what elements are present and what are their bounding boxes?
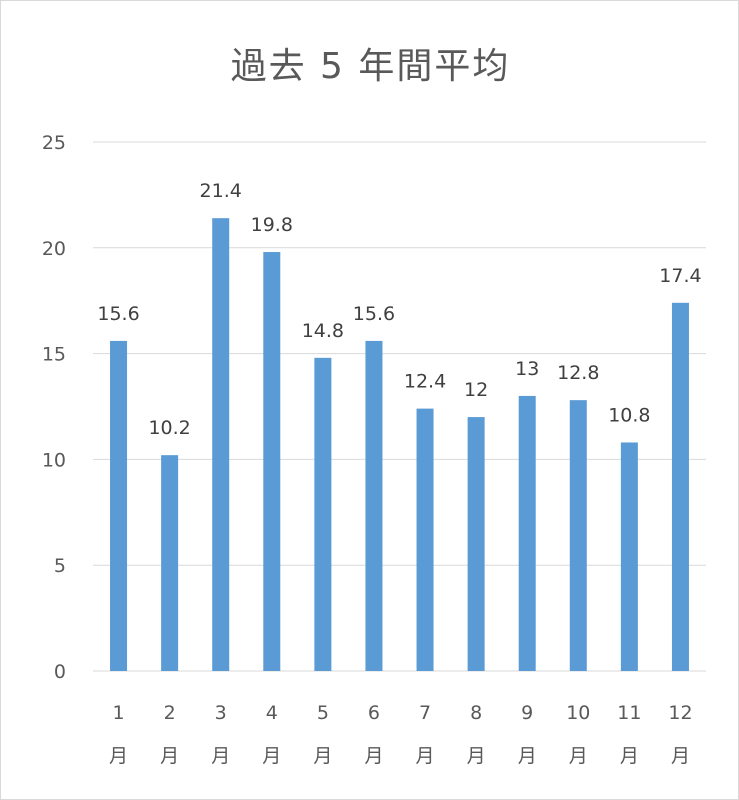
bar bbox=[671, 302, 689, 671]
x-tick-label: 11 bbox=[617, 702, 641, 724]
x-tick-label-unit: 月 bbox=[160, 745, 179, 767]
y-tick-label: 15 bbox=[42, 344, 66, 366]
x-tick-label: 12 bbox=[668, 702, 692, 724]
bar bbox=[416, 408, 434, 671]
x-tick-label: 6 bbox=[368, 702, 380, 724]
x-tick-label: 4 bbox=[266, 702, 278, 724]
y-tick-label: 25 bbox=[42, 132, 66, 154]
x-tick-label: 2 bbox=[164, 702, 176, 724]
y-tick-label: 0 bbox=[54, 661, 66, 683]
data-label: 15.6 bbox=[97, 303, 139, 325]
data-label: 13 bbox=[515, 358, 539, 380]
x-tick-label: 9 bbox=[521, 702, 533, 724]
data-label: 15.6 bbox=[353, 303, 395, 325]
y-tick-label: 10 bbox=[42, 449, 66, 471]
y-tick-label: 5 bbox=[54, 555, 66, 577]
data-label: 10.8 bbox=[608, 404, 650, 426]
data-label: 14.8 bbox=[302, 320, 344, 342]
x-tick-label-unit: 月 bbox=[569, 745, 588, 767]
data-label: 10.2 bbox=[148, 417, 190, 439]
bar bbox=[314, 357, 332, 671]
x-tick-label-unit: 月 bbox=[467, 745, 486, 767]
x-tick-label: 3 bbox=[215, 702, 227, 724]
x-tick-label-unit: 月 bbox=[671, 745, 690, 767]
bar bbox=[161, 455, 179, 671]
x-tick-label-unit: 月 bbox=[313, 745, 332, 767]
data-label: 12.4 bbox=[404, 371, 446, 393]
bar bbox=[263, 252, 281, 672]
x-tick-label-unit: 月 bbox=[109, 745, 128, 767]
bar bbox=[518, 395, 536, 671]
bar bbox=[110, 340, 128, 671]
chart-title: 過去 5 年間平均 bbox=[230, 46, 511, 87]
x-tick-label: 8 bbox=[470, 702, 482, 724]
data-label: 12.8 bbox=[557, 362, 599, 384]
x-tick-label-unit: 月 bbox=[518, 745, 537, 767]
x-tick-label: 1 bbox=[112, 702, 124, 724]
y-tick-label: 20 bbox=[42, 238, 66, 260]
data-label: 17.4 bbox=[659, 265, 701, 287]
bar bbox=[467, 417, 485, 671]
bar bbox=[569, 400, 587, 671]
x-tick-label-unit: 月 bbox=[364, 745, 383, 767]
bar bbox=[620, 442, 638, 671]
x-tick-label: 10 bbox=[566, 702, 590, 724]
x-tick-label-unit: 月 bbox=[620, 745, 639, 767]
x-tick-label: 7 bbox=[419, 702, 431, 724]
data-label: 21.4 bbox=[200, 180, 242, 202]
x-tick-label-unit: 月 bbox=[211, 745, 230, 767]
data-label: 12 bbox=[464, 379, 488, 401]
data-label: 19.8 bbox=[251, 214, 293, 236]
bar bbox=[365, 340, 383, 671]
x-tick-label-unit: 月 bbox=[262, 745, 281, 767]
x-tick-label: 5 bbox=[317, 702, 329, 724]
x-tick-label-unit: 月 bbox=[416, 745, 435, 767]
bar bbox=[212, 218, 230, 671]
